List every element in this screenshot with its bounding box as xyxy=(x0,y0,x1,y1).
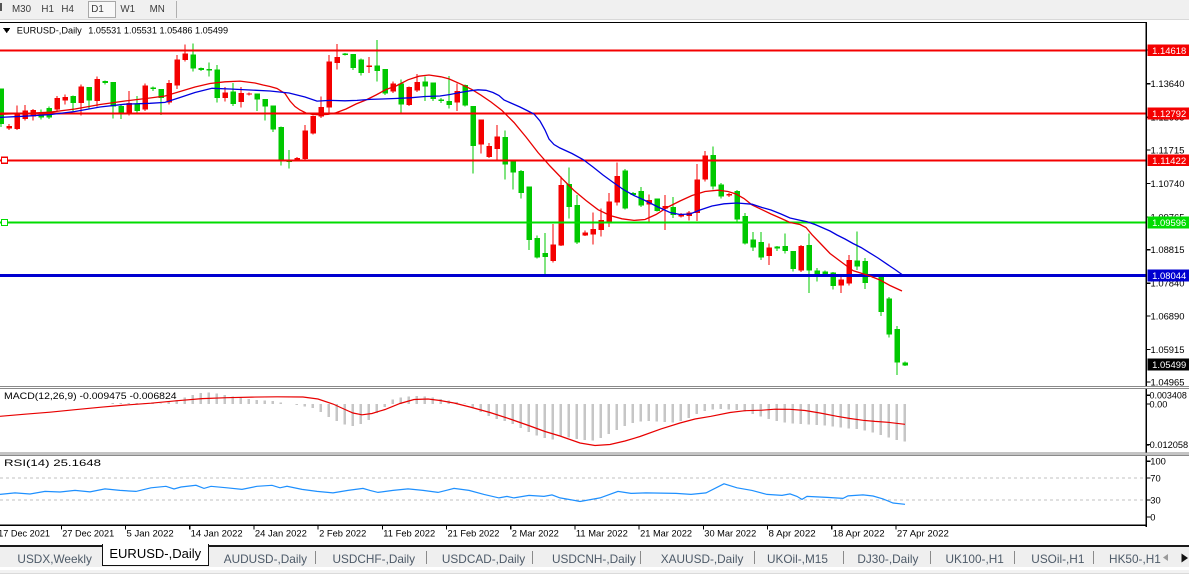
svg-text:5 Jan 2022: 5 Jan 2022 xyxy=(127,528,174,539)
svg-text:30 Mar 2022: 30 Mar 2022 xyxy=(704,528,756,539)
svg-text:RSI(14) 25.1648: RSI(14) 25.1648 xyxy=(4,457,101,468)
svg-text:11 Feb 2022: 11 Feb 2022 xyxy=(383,528,435,539)
svg-text:1.09596: 1.09596 xyxy=(1152,218,1186,228)
svg-text:2 Mar 2022: 2 Mar 2022 xyxy=(512,528,559,539)
svg-text:21 Feb 2022: 21 Feb 2022 xyxy=(448,528,500,539)
svg-text:1.14618: 1.14618 xyxy=(1152,46,1186,56)
svg-text:EURUSD-,Daily: EURUSD-,Daily xyxy=(17,26,82,37)
svg-text:18 Apr 2022: 18 Apr 2022 xyxy=(833,528,885,539)
svg-text:1.11715: 1.11715 xyxy=(1151,145,1185,155)
svg-text:1.08044: 1.08044 xyxy=(1152,271,1186,281)
svg-text:1.05915: 1.05915 xyxy=(1151,345,1185,355)
svg-text:1.10740: 1.10740 xyxy=(1151,179,1185,189)
svg-text:1.05499: 1.05499 xyxy=(1152,360,1186,370)
svg-text:-0.012058: -0.012058 xyxy=(1147,440,1189,450)
svg-text:21 Mar 2022: 21 Mar 2022 xyxy=(640,528,692,539)
svg-text:14 Jan 2022: 14 Jan 2022 xyxy=(191,528,243,539)
svg-text:1.06890: 1.06890 xyxy=(1151,311,1185,321)
svg-text:0: 0 xyxy=(1150,512,1155,522)
svg-text:2 Feb 2022: 2 Feb 2022 xyxy=(319,528,366,539)
svg-text:11 Mar 2022: 11 Mar 2022 xyxy=(576,528,628,539)
svg-text:8 Apr 2022: 8 Apr 2022 xyxy=(769,528,816,539)
svg-text:1.13640: 1.13640 xyxy=(1151,79,1185,89)
svg-text:1.08815: 1.08815 xyxy=(1151,245,1185,255)
svg-text:27 Apr 2022: 27 Apr 2022 xyxy=(897,528,949,539)
svg-text:30: 30 xyxy=(1150,495,1160,505)
svg-text:1.11422: 1.11422 xyxy=(1152,156,1186,166)
svg-text:17 Dec 2021: 17 Dec 2021 xyxy=(0,528,50,539)
svg-text:70: 70 xyxy=(1150,473,1160,483)
svg-text:100: 100 xyxy=(1150,457,1166,467)
svg-text:1.05531 1.05531 1.05486 1.0549: 1.05531 1.05531 1.05486 1.05499 xyxy=(88,26,228,37)
svg-text:27 Dec 2021: 27 Dec 2021 xyxy=(62,528,114,539)
svg-text:0.00: 0.00 xyxy=(1150,399,1168,409)
svg-text:24 Jan 2022: 24 Jan 2022 xyxy=(255,528,307,539)
svg-text:1.04965: 1.04965 xyxy=(1151,378,1185,388)
svg-text:MACD(12,26,9) -0.009475 -0.006: MACD(12,26,9) -0.009475 -0.006824 xyxy=(4,390,177,401)
svg-text:1.12792: 1.12792 xyxy=(1152,109,1186,119)
svg-text:0.003408: 0.003408 xyxy=(1150,391,1187,401)
svg-text:1.07840: 1.07840 xyxy=(1151,279,1185,289)
